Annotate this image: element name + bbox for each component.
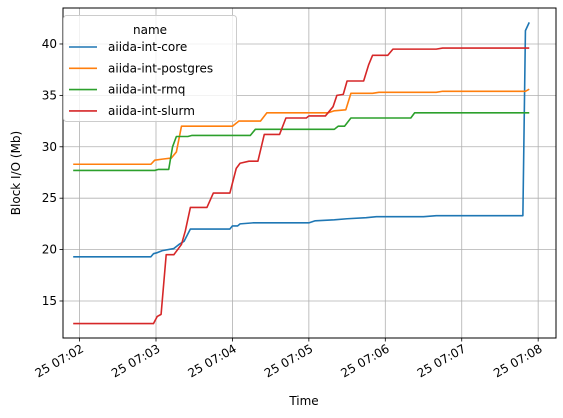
y-tick-label: 30 [42, 140, 57, 154]
legend: name aiida-int-coreaiida-int-postgresaii… [63, 15, 237, 122]
legend-label: aiida-int-rmq [108, 83, 185, 97]
series-line-aiida-int-rmq [73, 112, 530, 172]
y-tick-label: 15 [42, 294, 57, 308]
y-axis-title: Block I/O (Mb) [9, 131, 23, 215]
y-axis: 15 20 25 30 35 40 [42, 37, 63, 308]
legend-label: aiida-int-postgres [108, 61, 213, 75]
y-tick-label: 35 [42, 88, 57, 102]
series-lines [73, 22, 530, 325]
series-line-aiida-int-core [73, 22, 530, 258]
legend-label: aiida-int-slurm [108, 104, 195, 118]
legend-box [63, 15, 237, 122]
series-line-aiida-int-postgres [73, 88, 530, 166]
y-tick-label: 20 [42, 243, 57, 257]
legend-items: aiida-int-core aiida-int-postgres aiida-in… [69, 40, 213, 118]
legend-label: aiida-int-core [108, 40, 187, 54]
legend-title: name [133, 23, 167, 37]
x-axis-title: Time [288, 394, 318, 408]
plot-frame [62, 7, 557, 339]
y-tick-label: 25 [42, 191, 57, 205]
y-tick-label: 40 [42, 37, 57, 51]
series-line-aiida-int-slurm [73, 47, 530, 325]
